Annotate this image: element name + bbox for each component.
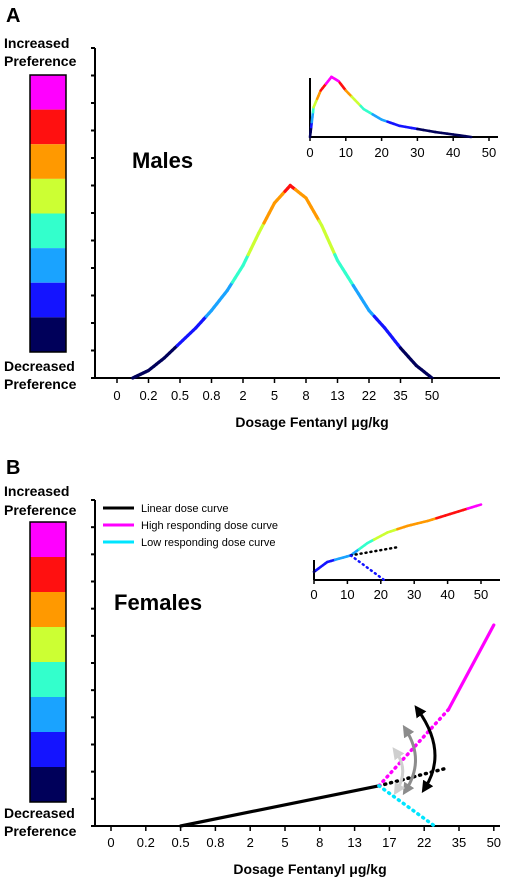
scale-border: [29, 74, 67, 353]
x-tick-label: 35: [452, 835, 466, 850]
linear-dose-curve-solid: [179, 784, 381, 828]
legend-label: High responding dose curve: [141, 520, 278, 532]
panel-a-males-label: Males: [132, 148, 193, 173]
scale-band: [30, 732, 66, 767]
scale-band: [30, 178, 66, 214]
high-responding-dose-curve-dotted: [377, 707, 451, 788]
legend-label: Low responding dose curve: [141, 537, 276, 549]
x-tick-label: 13: [330, 388, 344, 403]
curve-segment: [463, 134, 473, 139]
x-tick-label: 35: [393, 388, 407, 403]
scale-band: [30, 557, 66, 592]
scale-band: [30, 627, 66, 662]
x-tick-label: 22: [417, 835, 431, 850]
panel-b-increased-label-line1: Increased: [4, 483, 69, 499]
scale-band: [30, 767, 66, 802]
curve-segment: [427, 374, 434, 380]
scale-band: [30, 317, 66, 352]
x-tick-label: 50: [425, 388, 439, 403]
panel-b-x-ticks: 0 0.2 0.5 0.8 2 5 8 13 17 22 35 50: [107, 826, 501, 850]
x-tick-label: 22: [362, 388, 376, 403]
panel-a-x-ticks: 0 0.2 0.5 0.8 2 5 8 13 22 35 50: [113, 378, 439, 403]
x-tick-label: 0.5: [172, 835, 190, 850]
scale-band: [30, 109, 66, 145]
inset-x-tick-label: 10: [339, 145, 353, 160]
scale-band: [30, 522, 66, 557]
scale-border: [29, 521, 67, 803]
x-tick-label: 50: [487, 835, 501, 850]
x-tick-label: 0.8: [206, 835, 224, 850]
inset-x-tick-label: 40: [446, 145, 460, 160]
scale-band: [30, 592, 66, 627]
curve-segment: [475, 503, 483, 508]
panel-a-increased-label-line2: Preference: [4, 53, 77, 69]
panel-b-x-axis-title: Dosage Fentanyl μg/kg: [233, 861, 386, 877]
x-tick-label: 5: [271, 388, 278, 403]
inset-x-tick-label: 50: [482, 145, 496, 160]
x-tick-label: 5: [281, 835, 288, 850]
x-tick-label: 0.2: [137, 835, 155, 850]
scale-band: [30, 248, 66, 283]
inset-x-tick-label: 30: [407, 587, 421, 602]
inset-x-tick-label: 20: [374, 587, 388, 602]
x-tick-label: 2: [247, 835, 254, 850]
panel-a-increased-label-line1: Increased: [4, 35, 69, 51]
black-double-arrow: [414, 705, 437, 794]
scale-band: [30, 75, 66, 110]
inset-dotted-branch: [349, 554, 386, 582]
inset-x-tick-label: 0: [306, 145, 313, 160]
grey-double-arrow: [402, 724, 417, 796]
x-tick-label: 17: [382, 835, 396, 850]
legend-label: Linear dose curve: [141, 503, 228, 515]
panel-a-axes: [91, 47, 500, 379]
inset-x-tick-label: 30: [410, 145, 424, 160]
high-responding-dose-curve-solid: [446, 623, 496, 712]
x-tick-label: 0.8: [202, 388, 220, 403]
inset-x-tick-label: 10: [340, 587, 354, 602]
panel-a-decreased-label-line1: Decreased: [4, 358, 75, 374]
x-tick-label: 0: [113, 388, 120, 403]
scale-band: [30, 697, 66, 732]
x-tick-label: 2: [239, 388, 246, 403]
inset-dotted-branch: [349, 545, 399, 557]
scale-band: [30, 144, 66, 179]
panel-b-curves: [179, 623, 496, 828]
x-tick-label: 0: [107, 835, 114, 850]
x-tick-label: 8: [302, 388, 309, 403]
scale-band: [30, 213, 66, 249]
panel-b-transition-arrows: [392, 705, 437, 796]
panel-a-letter: A: [6, 5, 20, 27]
x-tick-label: 8: [316, 835, 323, 850]
inset-x-tick-label: 40: [440, 587, 454, 602]
scale-band: [30, 282, 66, 318]
low-responding-dose-curve-dotted: [377, 784, 437, 828]
x-tick-label: 0.5: [171, 388, 189, 403]
panel-a-inset-chart: 0 10 20 30 40 50: [306, 75, 498, 160]
light-grey-double-arrow: [392, 747, 406, 796]
panel-b-inset-chart: 0 10 20 30 40 50: [310, 503, 500, 602]
panel-b-preference-color-scale: [29, 521, 67, 803]
panel-a-decreased-label-line2: Preference: [4, 376, 77, 392]
panel-a-curve: [131, 183, 434, 380]
panel-a-x-axis-title: Dosage Fentanyl μg/kg: [235, 414, 388, 430]
x-tick-label: 0.2: [139, 388, 157, 403]
inset-x-tick-label: 0: [310, 587, 317, 602]
inset-x-tick-label: 50: [474, 587, 488, 602]
panel-b-increased-label-line2: Preference: [4, 502, 77, 518]
panel-a-preference-color-scale: [29, 74, 67, 353]
inset-x-tick-label: 20: [374, 145, 388, 160]
scale-band: [30, 662, 66, 697]
x-tick-label: 13: [347, 835, 361, 850]
panel-b-females-label: Females: [114, 590, 202, 615]
panel-b-letter: B: [6, 457, 20, 479]
panel-b-decreased-label-line2: Preference: [4, 823, 77, 839]
panel-b-decreased-label-line1: Decreased: [4, 805, 75, 821]
panel-b-legend: Linear dose curve High responding dose cu…: [103, 503, 278, 549]
